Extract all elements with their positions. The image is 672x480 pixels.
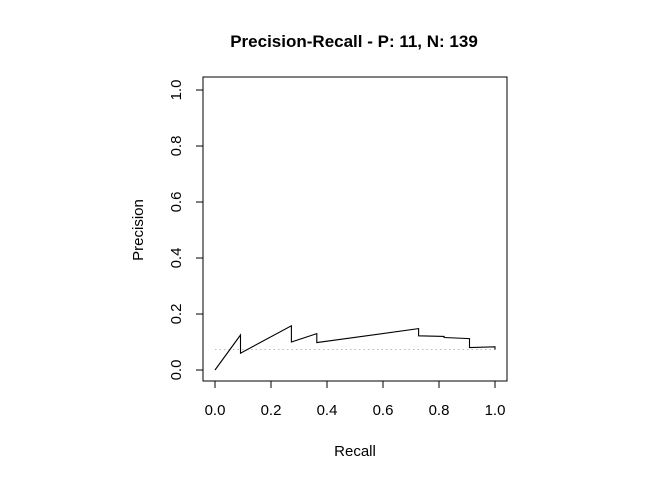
plot-box xyxy=(202,76,508,382)
y-tick-label: 0.8 xyxy=(168,136,185,157)
x-tick-label: 0.2 xyxy=(261,402,282,419)
y-tick-label: 0.2 xyxy=(168,304,185,325)
y-tick-label: 1.0 xyxy=(168,80,185,101)
y-axis-label: Precision xyxy=(130,199,147,261)
x-axis: 0.0 0.2 0.4 0.6 0.8 1.0 xyxy=(205,380,506,419)
x-tick-label: 0.8 xyxy=(429,402,450,419)
y-axis: 0.0 0.2 0.4 0.6 0.8 1.0 xyxy=(168,80,204,381)
x-axis-label: Recall xyxy=(334,443,376,460)
pr-curve xyxy=(214,324,496,371)
x-tick-label: 0.4 xyxy=(317,402,338,419)
x-tick-label: 0.6 xyxy=(373,402,394,419)
x-tick-label: 0.0 xyxy=(205,402,226,419)
y-tick-label: 0.0 xyxy=(168,360,185,381)
chart-title: Precision-Recall - P: 11, N: 139 xyxy=(230,32,478,51)
y-tick-label: 0.4 xyxy=(168,248,185,269)
plot-area xyxy=(214,324,496,371)
y-tick-label: 0.6 xyxy=(168,192,185,213)
x-tick-label: 1.0 xyxy=(485,402,506,419)
